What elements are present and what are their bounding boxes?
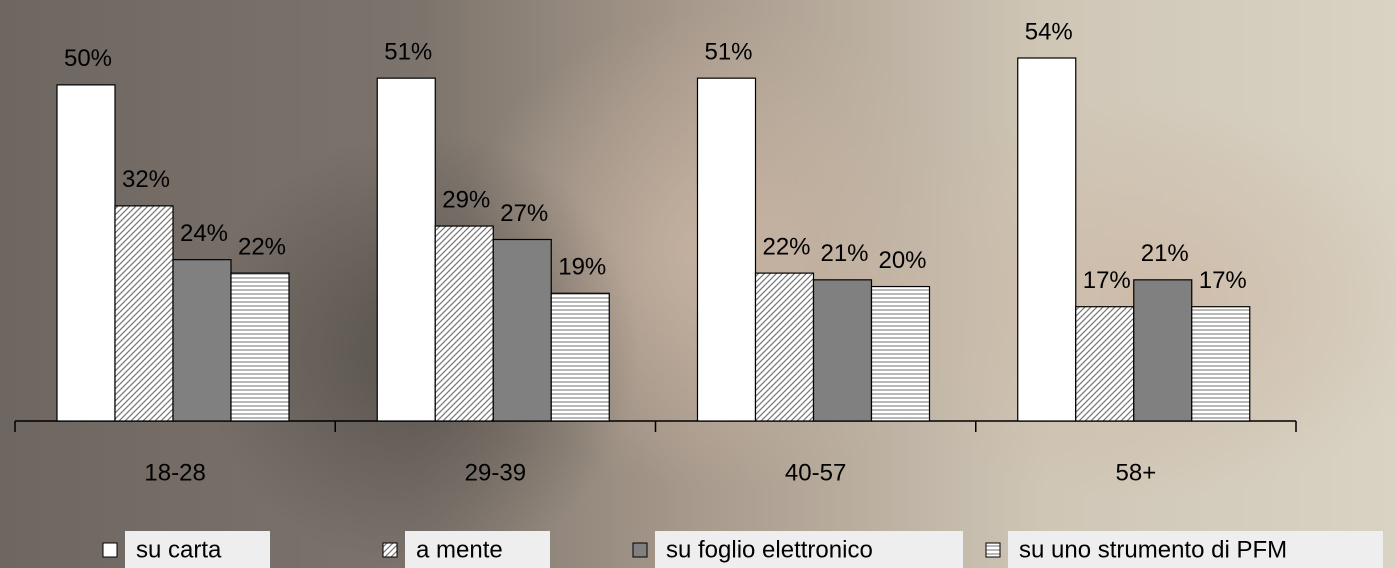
legend-label: a mente xyxy=(416,536,503,563)
value-label: 51% xyxy=(384,39,432,66)
value-label: 54% xyxy=(1025,18,1073,45)
value-label: 22% xyxy=(238,233,286,260)
bar xyxy=(870,285,931,422)
x-tick-label: 18-28 xyxy=(144,459,205,486)
background-photo xyxy=(850,100,1396,500)
value-label: 20% xyxy=(878,247,926,274)
bar xyxy=(1075,306,1135,422)
bar xyxy=(812,279,873,422)
bar xyxy=(230,272,290,422)
value-label: 17% xyxy=(1083,267,1131,294)
bar xyxy=(492,238,552,422)
bar xyxy=(1017,57,1077,422)
legend-bg xyxy=(1008,531,1383,568)
bar xyxy=(434,225,494,422)
value-label: 21% xyxy=(1141,240,1189,267)
legend-label: su carta xyxy=(136,536,222,563)
legend-swatch xyxy=(985,542,1001,558)
value-label: 51% xyxy=(704,39,752,66)
legend-bg xyxy=(655,531,963,568)
value-label: 17% xyxy=(1199,267,1247,294)
value-label: 50% xyxy=(64,45,112,72)
value-label: 29% xyxy=(442,186,490,213)
bar xyxy=(376,77,436,422)
legend-swatch xyxy=(632,542,648,558)
value-label: 27% xyxy=(500,200,548,227)
legend-bg xyxy=(405,531,550,568)
bar xyxy=(114,205,174,422)
value-label: 32% xyxy=(122,166,170,193)
value-label: 22% xyxy=(762,233,810,260)
x-tick-label: 40-57 xyxy=(785,459,846,486)
value-label: 21% xyxy=(820,240,868,267)
legend-swatch xyxy=(102,542,118,558)
bar xyxy=(754,272,815,422)
x-tick-label: 29-39 xyxy=(465,459,526,486)
legend-label: su foglio elettronico xyxy=(666,536,873,563)
legend-label: su uno strumento di PFM xyxy=(1019,536,1287,563)
bar xyxy=(56,84,116,422)
bar xyxy=(1191,306,1251,422)
legend-bg xyxy=(125,531,270,568)
bar xyxy=(1133,279,1193,422)
value-label: 19% xyxy=(558,254,606,281)
value-label: 24% xyxy=(180,220,228,247)
bar xyxy=(172,259,232,422)
bar xyxy=(550,292,610,422)
x-tick-label: 58+ xyxy=(1116,459,1157,486)
bar xyxy=(696,77,757,422)
legend-swatch xyxy=(382,542,398,558)
